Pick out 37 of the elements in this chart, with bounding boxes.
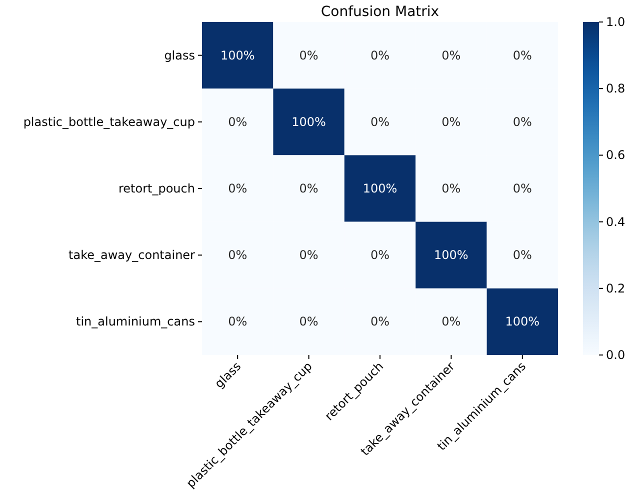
y-tick-label: plastic_bottle_takeaway_cup xyxy=(23,114,195,129)
color-bar-label: 0.2 xyxy=(606,281,626,296)
data-label: 0% xyxy=(228,182,248,196)
data-label: 0% xyxy=(442,182,461,196)
data-label: 0% xyxy=(370,314,390,329)
chart-title: Confusion Matrix xyxy=(320,4,440,20)
data-label: 0% xyxy=(299,48,318,62)
data-label: 100% xyxy=(220,48,255,62)
data-label: 0% xyxy=(370,248,390,262)
color-bar-label: 0.8 xyxy=(606,82,626,96)
color-bar-label: 0.6 xyxy=(606,148,626,162)
data-label: 0% xyxy=(512,114,532,129)
data-label: 0% xyxy=(370,48,390,62)
y-tick-label: retort_pouch xyxy=(118,182,195,196)
color-bar-label: 0.0 xyxy=(606,348,626,362)
data-label: 100% xyxy=(362,182,398,196)
y-tick-label: tin_aluminium_cans xyxy=(76,314,195,329)
color-bar-label: 0.4 xyxy=(606,214,626,229)
data-label: 0% xyxy=(370,114,390,129)
data-label: 0% xyxy=(299,314,318,329)
data-label: 100% xyxy=(434,248,468,262)
data-label: 0% xyxy=(299,248,318,262)
data-label: 0% xyxy=(512,182,532,196)
data-label: 0% xyxy=(442,48,461,62)
data-label: 100% xyxy=(292,114,326,129)
data-label: 100% xyxy=(505,314,540,329)
data-label: 0% xyxy=(299,182,318,196)
data-label: 0% xyxy=(512,248,532,262)
data-label: 0% xyxy=(228,248,248,262)
y-tick-label: glass xyxy=(164,48,195,62)
data-label: 0% xyxy=(228,314,248,329)
data-label: 0% xyxy=(228,114,248,129)
data-label: 0% xyxy=(512,48,532,62)
y-tick-label: take_away_container xyxy=(68,248,196,262)
color-bar-label: 1.0 xyxy=(606,15,626,29)
data-label: 0% xyxy=(442,314,461,329)
data-label: 0% xyxy=(442,114,461,129)
